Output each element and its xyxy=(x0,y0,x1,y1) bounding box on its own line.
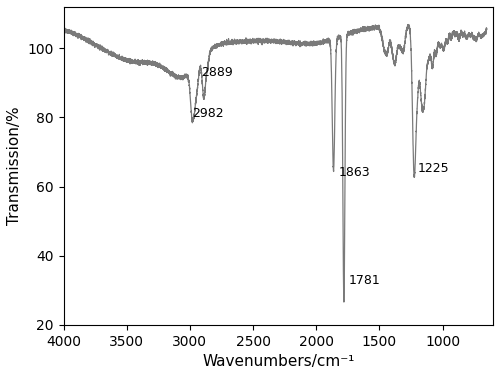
Text: 1863: 1863 xyxy=(339,166,370,179)
Text: 1225: 1225 xyxy=(418,162,450,176)
X-axis label: Wavenumbers/cm⁻¹: Wavenumbers/cm⁻¹ xyxy=(202,354,354,369)
Text: 2889: 2889 xyxy=(202,67,233,79)
Text: 2982: 2982 xyxy=(192,107,224,120)
Y-axis label: Transmission/%: Transmission/% xyxy=(7,106,22,225)
Text: 1781: 1781 xyxy=(349,274,381,287)
